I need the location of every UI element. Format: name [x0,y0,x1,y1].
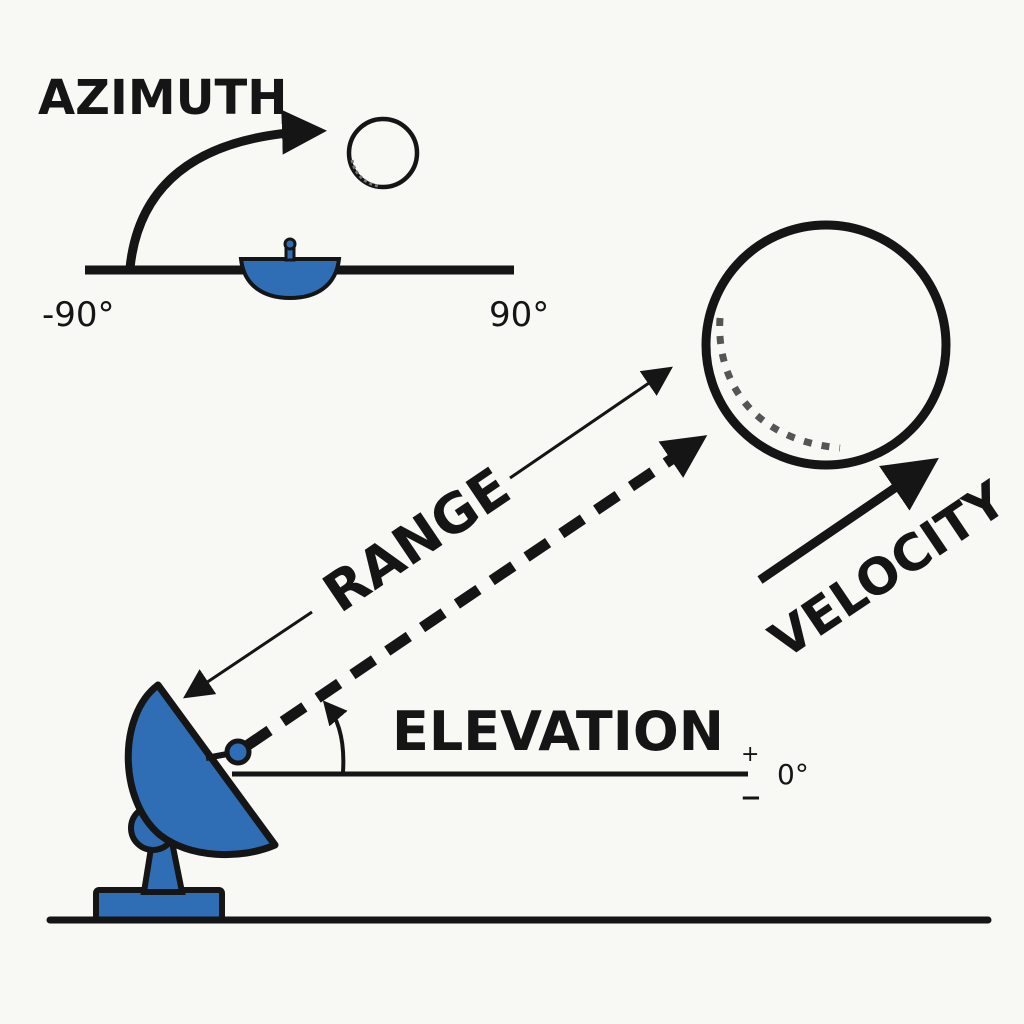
radar-dish-icon [93,681,279,923]
elevation-plus-sign: + [741,742,759,767]
elevation-minus-sign: − [740,783,762,813]
elevation-reference-label: 0° [777,758,809,791]
azimuth-inset: AZIMUTH -90° 90° [38,70,549,335]
velocity-arrow [757,457,939,584]
range-arrow [183,366,673,699]
velocity-label: VELOCITY [759,470,1017,670]
target-circle-icon [701,220,951,470]
azimuth-arrow [125,109,327,269]
elevation-angle-arrow [322,700,348,773]
range-label: RANGE [312,455,521,625]
azimuth-label: AZIMUTH [38,70,287,126]
line-of-sight-dashed-arrow [244,435,708,750]
azimuth-radar-dish-icon [238,237,342,301]
azimuth-target-circle-icon [346,116,420,190]
elevation-label: ELEVATION [392,700,724,763]
azimuth-max-label: 90° [489,295,549,335]
azimuth-min-label: -90° [42,295,115,335]
